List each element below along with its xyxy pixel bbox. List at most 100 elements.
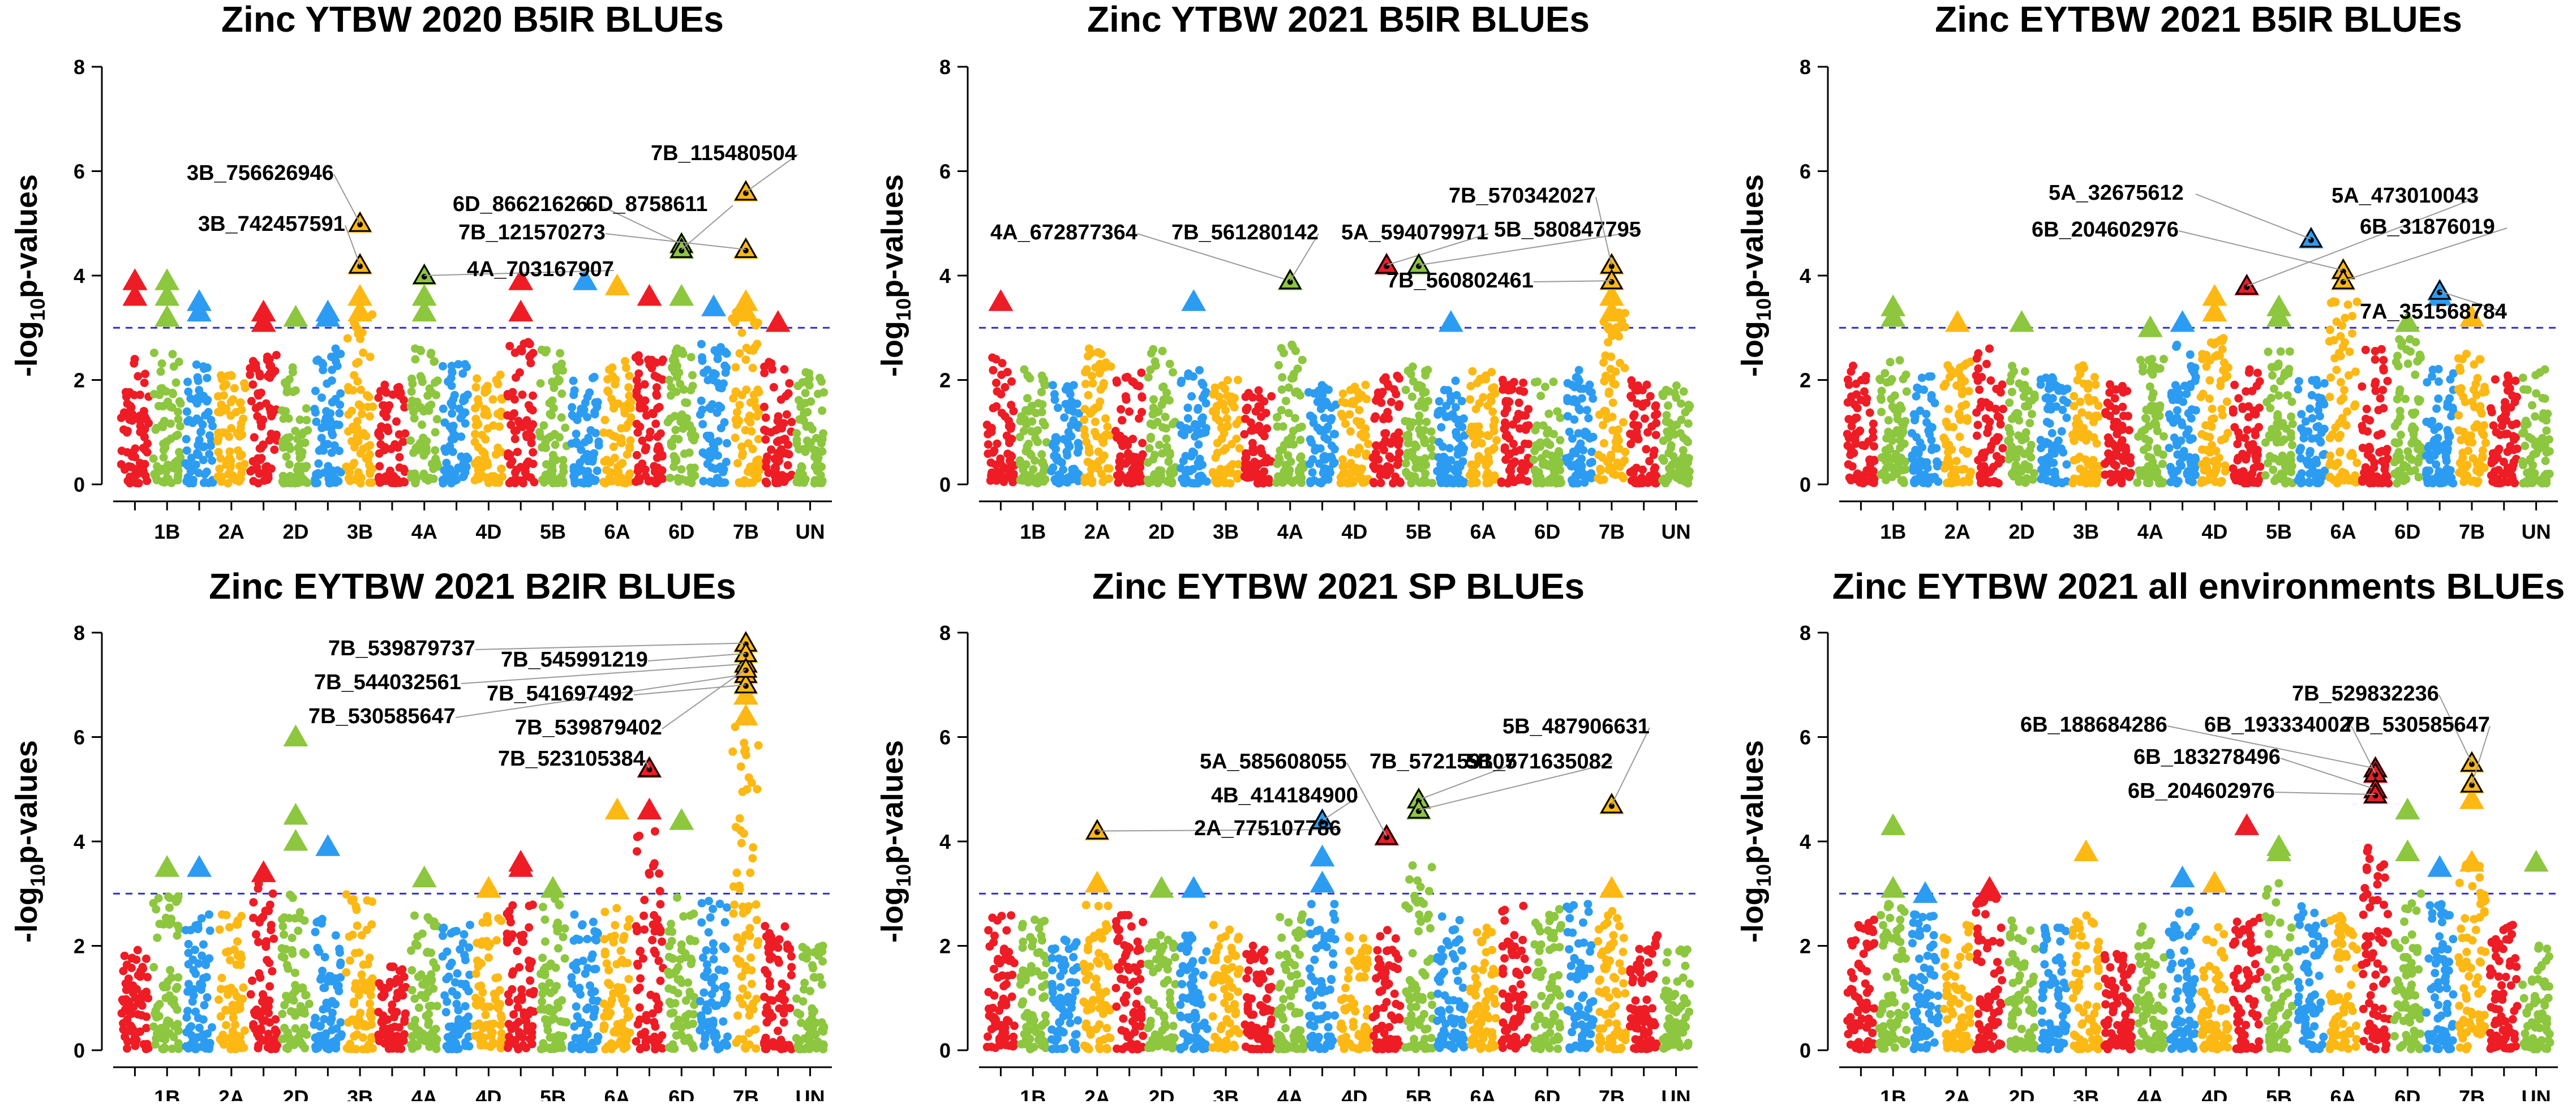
snp-point	[302, 416, 311, 424]
snp-point	[480, 410, 488, 419]
snp-point	[1201, 428, 1210, 437]
y-tick-label: 0	[74, 473, 85, 496]
significant-snp-marker	[2170, 310, 2195, 332]
snp-point	[2335, 448, 2344, 457]
snp-point	[2502, 416, 2510, 425]
snp-point	[1404, 431, 1412, 439]
snp-point	[1575, 366, 1583, 375]
snp-point	[1866, 409, 1874, 417]
snp-point	[1609, 398, 1617, 407]
snp-point	[600, 457, 608, 466]
snp-point	[1229, 460, 1237, 469]
snp-point	[1256, 444, 1265, 453]
snp-point	[1311, 446, 1319, 455]
snp-point	[1298, 423, 1306, 431]
snp-point	[1848, 462, 1857, 471]
x-tick-label: 2A	[1944, 520, 1970, 543]
snp-point	[2480, 421, 2488, 429]
snp-point	[2379, 356, 2388, 364]
snp-point	[1574, 374, 1582, 383]
snp-point	[2331, 423, 2339, 432]
snp-point	[424, 406, 433, 415]
snp-point	[1884, 416, 1893, 424]
snp-point	[1556, 436, 1564, 444]
snp-point	[1959, 478, 1967, 487]
snp-point	[511, 435, 520, 443]
snp-point	[312, 356, 321, 365]
snp-point	[192, 360, 201, 369]
snp-point	[2365, 445, 2373, 454]
snp-point	[2070, 402, 2078, 410]
snp-point	[645, 361, 654, 370]
y-tick-label: 8	[74, 621, 85, 645]
snp-point	[1884, 428, 1892, 436]
snp-point	[1099, 382, 1107, 390]
snp-point	[328, 398, 337, 407]
snp-point	[2261, 439, 2270, 447]
snp-point	[493, 444, 502, 452]
snp-point	[569, 377, 578, 385]
snp-point	[555, 366, 563, 374]
snp-point	[542, 444, 550, 452]
snp-point	[1052, 478, 1061, 486]
snp-point	[2205, 433, 2214, 441]
snp-point	[2216, 381, 2225, 390]
snp-point	[285, 414, 293, 423]
snp-point	[2021, 460, 2029, 469]
snp-point	[2213, 460, 2222, 469]
snp-point	[1487, 368, 1496, 376]
snp-point	[677, 465, 686, 474]
snp-point	[2205, 469, 2214, 477]
snp-point	[1405, 472, 1413, 481]
snp-point	[2438, 479, 2446, 487]
snp-point	[2137, 428, 2146, 436]
snp-point	[2376, 394, 2385, 402]
y-tick-label: 4	[74, 264, 85, 287]
snp-point	[1440, 453, 1448, 461]
snp-point	[2112, 385, 2120, 394]
snp-point	[1995, 414, 2004, 422]
snp-point	[237, 398, 245, 407]
snp-point	[1997, 388, 2005, 397]
snp-point	[2313, 434, 2321, 443]
snp-point	[364, 393, 373, 401]
snp-point	[1039, 418, 1047, 426]
snp-point	[989, 366, 997, 375]
snp-point	[1543, 438, 1551, 446]
snp-point	[2187, 468, 2196, 476]
snp-point	[729, 394, 737, 402]
snp-point	[387, 479, 396, 487]
snp-point	[139, 444, 148, 452]
snp-point	[129, 449, 138, 458]
snp-point	[2427, 451, 2436, 459]
snp-point	[2043, 393, 2051, 402]
snp-point	[1326, 453, 1334, 461]
snp-point	[227, 424, 235, 432]
snp-point	[595, 441, 603, 450]
snp-point	[591, 410, 599, 419]
snp-points	[117, 308, 828, 488]
snp-point	[2199, 390, 2207, 398]
snp-point	[1519, 379, 1527, 387]
snp-point	[1586, 459, 1594, 467]
snp-point	[1037, 388, 1046, 396]
snp-point	[526, 405, 535, 413]
snp-point	[1652, 419, 1660, 427]
snp-point	[771, 426, 780, 435]
snp-point	[1944, 405, 1953, 413]
snp-point	[208, 422, 217, 430]
snp-point	[141, 370, 149, 378]
snp-point	[323, 380, 331, 388]
snp-point	[2481, 439, 2490, 447]
snp-point	[1105, 465, 1114, 473]
snp-point	[1877, 408, 1886, 416]
snp-point	[1604, 466, 1613, 474]
snp-point	[718, 384, 726, 393]
snp-point	[2159, 355, 2168, 363]
snp-point	[175, 448, 183, 457]
snp-point	[1051, 445, 1060, 453]
snp-point	[360, 431, 368, 439]
snp-point	[1153, 418, 1162, 426]
snp-point	[2124, 412, 2132, 420]
snp-point	[593, 403, 602, 411]
